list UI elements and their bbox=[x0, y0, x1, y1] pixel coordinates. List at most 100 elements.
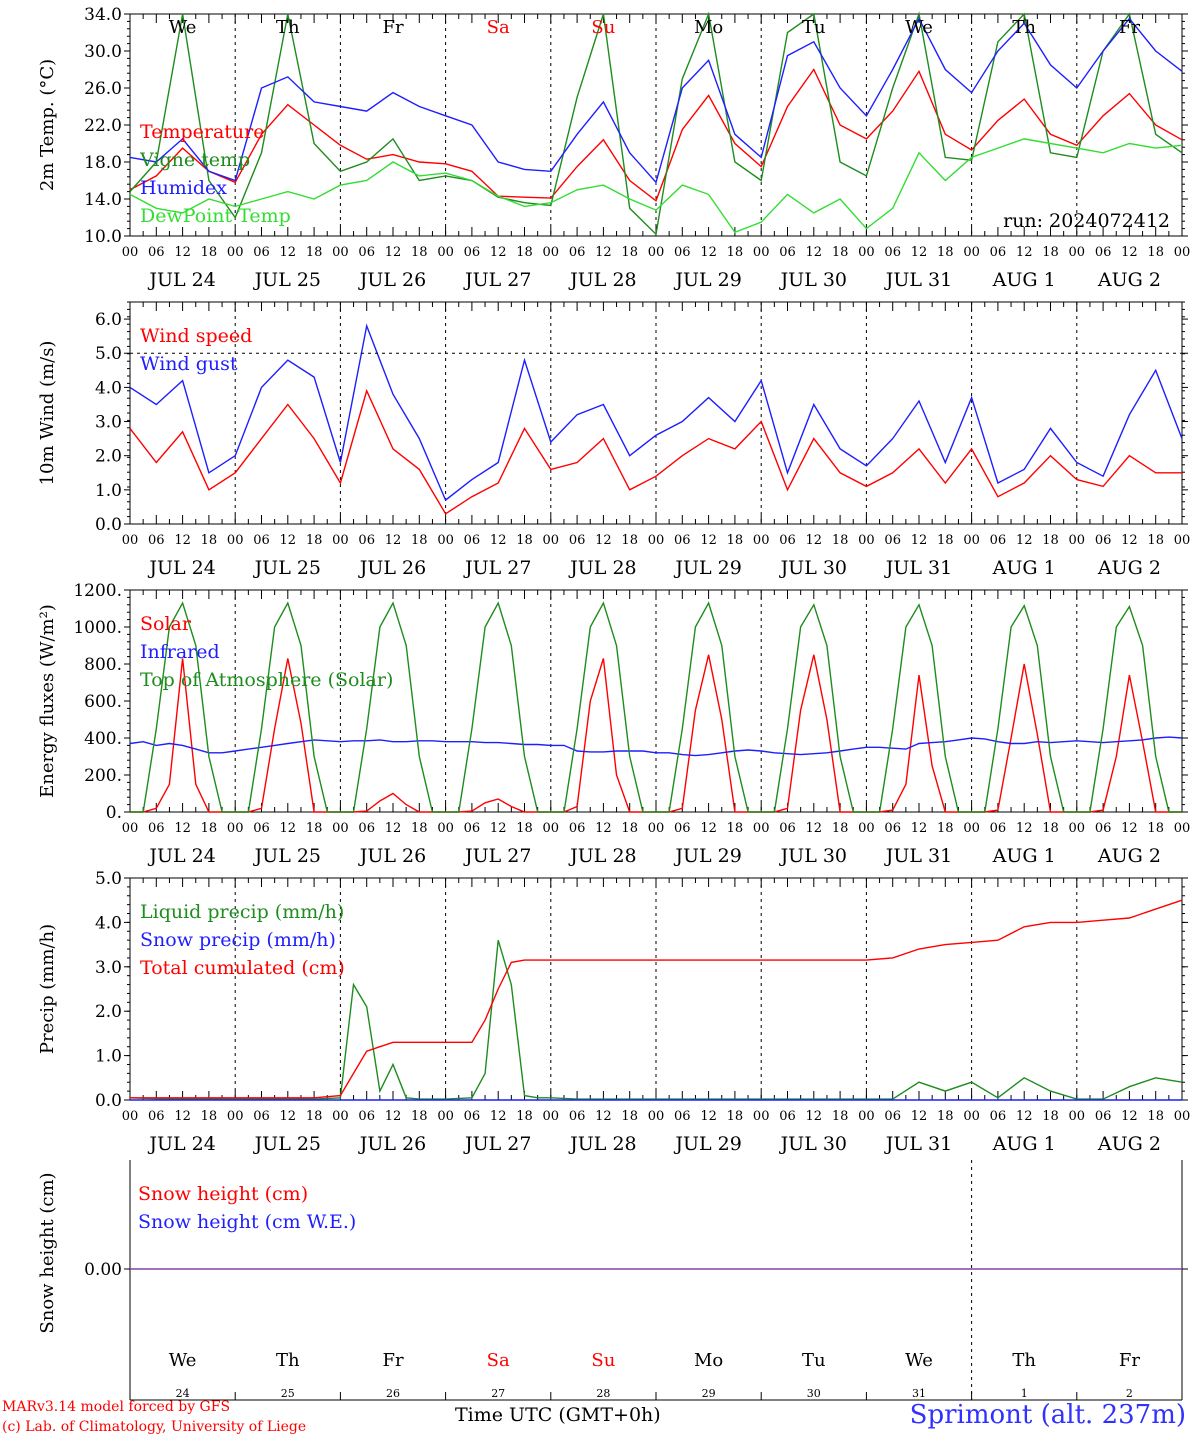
hour-tick-label: 06 bbox=[253, 245, 270, 260]
hour-tick-label: 00 bbox=[332, 821, 349, 836]
hour-tick-label: 06 bbox=[884, 1109, 901, 1124]
y-tick-label: 4.0 bbox=[95, 378, 122, 398]
hour-tick-label: 12 bbox=[1121, 533, 1138, 548]
date-label: JUL 24 bbox=[147, 1133, 215, 1155]
hour-tick-label: 12 bbox=[806, 821, 823, 836]
y-tick-label: 18.0 bbox=[84, 153, 122, 173]
hour-tick-label: 00 bbox=[543, 245, 560, 260]
y-tick-label: 5.0 bbox=[95, 344, 122, 364]
y-axis-label: Energy fluxes (W/m²) bbox=[37, 604, 58, 798]
hour-tick-label: 12 bbox=[174, 1109, 191, 1124]
date-label: AUG 2 bbox=[1097, 269, 1161, 291]
hour-tick-label: 18 bbox=[201, 533, 218, 548]
hour-tick-label: 00 bbox=[437, 533, 454, 548]
date-label: JUL 28 bbox=[568, 269, 636, 291]
y-tick-label: 1.0 bbox=[95, 481, 122, 501]
y-tick-label: 14.0 bbox=[84, 190, 122, 210]
hour-tick-label: 00 bbox=[648, 1109, 665, 1124]
legend-entry: Snow height (cm) bbox=[138, 1183, 308, 1205]
weekday-label: Sa bbox=[487, 17, 510, 38]
hour-tick-label: 18 bbox=[1042, 245, 1059, 260]
legend-entry: Wind speed bbox=[140, 325, 252, 347]
hour-tick-label: 18 bbox=[516, 533, 533, 548]
hour-tick-label: 06 bbox=[148, 821, 165, 836]
model-credit: MARv3.14 model forced by GFS bbox=[2, 1399, 231, 1415]
hour-tick-label: 00 bbox=[753, 1109, 770, 1124]
hour-tick-label: 12 bbox=[911, 245, 928, 260]
hour-tick-label: 12 bbox=[490, 1109, 507, 1124]
y-tick-label: 200. bbox=[84, 766, 122, 786]
date-number: 26 bbox=[386, 1387, 400, 1400]
date-label: JUL 25 bbox=[253, 269, 321, 291]
plot-frame bbox=[129, 13, 1183, 237]
date-label: JUL 27 bbox=[463, 557, 531, 579]
hour-tick-label: 18 bbox=[411, 245, 428, 260]
panel-1 bbox=[124, 11, 1188, 237]
hour-tick-label: 18 bbox=[727, 245, 744, 260]
weekday-label: Th bbox=[1012, 17, 1036, 38]
weekday-label: Su bbox=[591, 17, 615, 38]
hour-tick-label: 18 bbox=[832, 245, 849, 260]
date-label: AUG 2 bbox=[1097, 1133, 1161, 1155]
legend-entry: Top of Atmosphere (Solar) bbox=[140, 669, 393, 691]
series-line-total-cumulated-cm- bbox=[130, 899, 1183, 1099]
legend-entry: Snow height (cm W.E.) bbox=[138, 1211, 356, 1233]
hour-tick-label: 06 bbox=[464, 245, 481, 260]
hour-tick-label: 18 bbox=[306, 533, 323, 548]
station-label: Sprimont (alt. 237m) bbox=[909, 1400, 1186, 1430]
hour-tick-label: 18 bbox=[411, 1109, 428, 1124]
y-tick-label: 1000. bbox=[73, 618, 122, 638]
date-number: 27 bbox=[491, 1387, 505, 1400]
y-tick-label: 400. bbox=[84, 729, 122, 749]
hour-tick-label: 18 bbox=[832, 1109, 849, 1124]
date-label: JUL 30 bbox=[779, 1133, 847, 1155]
hour-tick-label: 06 bbox=[990, 533, 1007, 548]
hour-tick-label: 06 bbox=[253, 533, 270, 548]
hour-tick-label: 18 bbox=[201, 245, 218, 260]
hour-tick-label: 18 bbox=[621, 533, 638, 548]
hour-tick-label: 00 bbox=[858, 245, 875, 260]
y-tick-label: 1200. bbox=[73, 581, 122, 601]
weekday-label: We bbox=[905, 1350, 933, 1371]
hour-tick-label: 06 bbox=[1095, 245, 1112, 260]
hour-tick-label: 18 bbox=[1147, 533, 1164, 548]
y-tick-label: 600. bbox=[84, 692, 122, 712]
y-tick-label: 0.00 bbox=[84, 1260, 122, 1280]
hour-tick-label: 12 bbox=[490, 533, 507, 548]
date-label: JUL 27 bbox=[463, 845, 531, 867]
hour-tick-label: 00 bbox=[437, 1109, 454, 1124]
hour-tick-label: 06 bbox=[884, 245, 901, 260]
y-tick-label: 4.0 bbox=[95, 913, 122, 933]
date-label: JUL 26 bbox=[358, 1133, 426, 1155]
date-label: JUL 30 bbox=[779, 269, 847, 291]
hour-tick-label: 12 bbox=[174, 245, 191, 260]
date-label: JUL 28 bbox=[568, 845, 636, 867]
hour-tick-label: 18 bbox=[1147, 821, 1164, 836]
legend-entry: Solar bbox=[140, 613, 192, 635]
weekday-label: Su bbox=[591, 1350, 615, 1371]
hour-tick-label: 00 bbox=[122, 821, 139, 836]
date-label: JUL 26 bbox=[358, 845, 426, 867]
legend-entry: Total cumulated (cm) bbox=[140, 957, 345, 979]
date-number: 1 bbox=[1021, 1387, 1028, 1400]
y-axis-label: Precip (mm/h) bbox=[37, 924, 58, 1054]
y-tick-label: 800. bbox=[84, 655, 122, 675]
panel-3 bbox=[124, 589, 1188, 813]
hour-tick-label: 06 bbox=[569, 1109, 586, 1124]
series-line-top-of-atmosphere-solar- bbox=[130, 601, 1182, 813]
y-axis-label: 2m Temp. (°C) bbox=[37, 59, 58, 191]
legend-entry: Temperature bbox=[140, 121, 264, 143]
hour-tick-label: 06 bbox=[358, 821, 375, 836]
weekday-label: Th bbox=[276, 1350, 300, 1371]
hour-tick-label: 00 bbox=[858, 821, 875, 836]
hour-tick-label: 12 bbox=[385, 821, 402, 836]
hour-tick-label: 00 bbox=[227, 533, 244, 548]
hour-tick-label: 00 bbox=[963, 245, 980, 260]
lab-credit: (c) Lab. of Climatology, University of L… bbox=[2, 1419, 307, 1435]
hour-tick-label: 00 bbox=[332, 245, 349, 260]
date-label: AUG 1 bbox=[992, 845, 1056, 867]
y-tick-label: 3.0 bbox=[95, 958, 122, 978]
date-label: JUL 24 bbox=[147, 557, 215, 579]
hour-tick-label: 18 bbox=[516, 1109, 533, 1124]
